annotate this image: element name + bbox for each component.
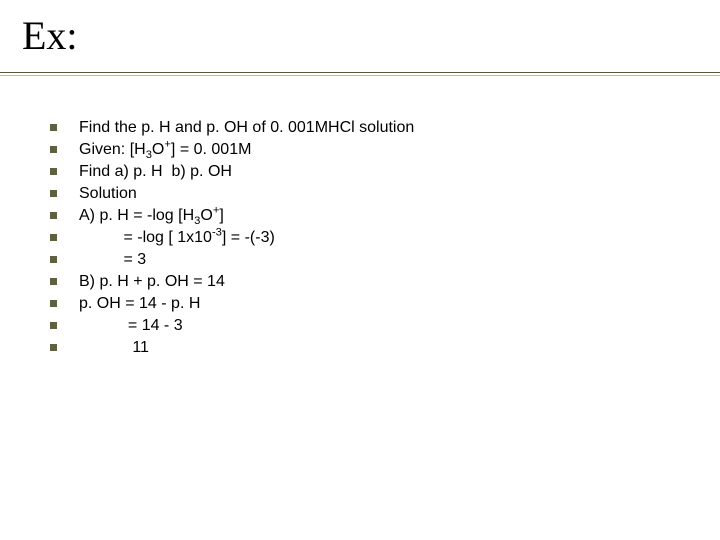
list-item-text: Solution [79,184,137,204]
list-item-text: Given: [H3O+] = 0. 001M [79,140,251,160]
slide-content: Find the p. H and p. OH of 0. 001MHCl so… [50,118,680,360]
bullet-icon [50,124,57,131]
bullet-icon [50,212,57,219]
list-item-text: p. OH = 14 - p. H [79,294,200,314]
list-item: Find a) p. H b) p. OH [50,162,680,182]
bullet-icon [50,322,57,329]
list-item-text: Find the p. H and p. OH of 0. 001MHCl so… [79,118,414,138]
list-item: Given: [H3O+] = 0. 001M [50,140,680,160]
list-item-text: = -log [ 1x10-3] = -(-3) [79,228,275,248]
list-item: = -log [ 1x10-3] = -(-3) [50,228,680,248]
list-item: = 3 [50,250,680,270]
bullet-icon [50,300,57,307]
list-item-text: Find a) p. H b) p. OH [79,162,232,182]
list-item: 11 [50,338,680,358]
list-item: Find the p. H and p. OH of 0. 001MHCl so… [50,118,680,138]
bullet-icon [50,278,57,285]
title-underline-top [0,72,720,73]
bullet-icon [50,234,57,241]
title-underline-bottom [0,75,720,76]
list-item: = 14 - 3 [50,316,680,336]
list-item: Solution [50,184,680,204]
bullet-icon [50,168,57,175]
slide-title: Ex: [0,0,720,65]
list-item-text: A) p. H = -log [H3O+] [79,206,224,226]
list-item-text: = 14 - 3 [79,316,183,336]
bullet-icon [50,190,57,197]
bullet-icon [50,256,57,263]
bullet-icon [50,146,57,153]
list-item-text: B) p. H + p. OH = 14 [79,272,225,292]
list-item: B) p. H + p. OH = 14 [50,272,680,292]
list-item: A) p. H = -log [H3O+] [50,206,680,226]
list-item-text: = 3 [79,250,146,270]
slide: Ex: Find the p. H and p. OH of 0. 001MHC… [0,0,720,540]
list-item-text: 11 [79,338,149,358]
list-item: p. OH = 14 - p. H [50,294,680,314]
bullet-icon [50,344,57,351]
